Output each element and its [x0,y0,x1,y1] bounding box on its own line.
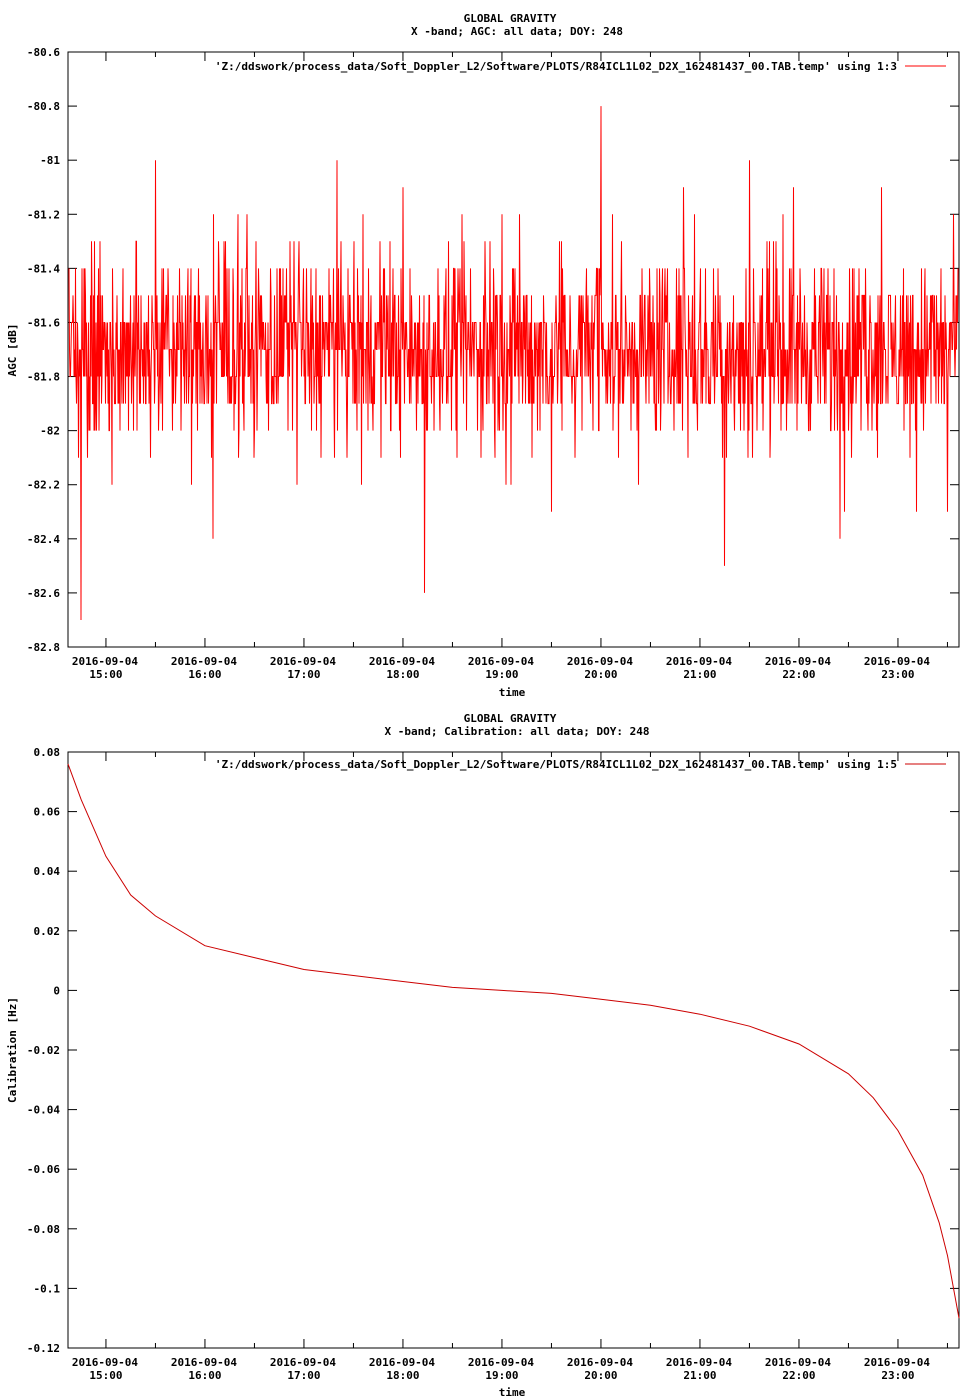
x-tick-date: 2016-09-04 [369,1356,436,1369]
x-tick-time: 22:00 [782,668,815,681]
y-tick-label: -82.2 [27,479,60,492]
x-tick-time: 23:00 [881,668,914,681]
x-tick-date: 2016-09-04 [270,655,337,668]
series-line [68,106,959,621]
x-tick-time: 19:00 [485,1369,518,1382]
plot-frame [67,51,960,648]
chart-title: GLOBAL GRAVITY [464,12,557,25]
x-tick-time: 20:00 [584,668,617,681]
y-tick-label: -0.06 [27,1163,60,1176]
x-tick-date: 2016-09-04 [567,1356,634,1369]
y-axis-ticks: 0.08 0.06 0.04 0.02 0 -0.02 -0.04 -0.06 -0.08 -0.… [27,746,959,1355]
x-tick-date: 2016-09-04 [72,1356,139,1369]
x-tick-time: 22:00 [782,1369,815,1382]
y-tick-label: -81.6 [27,316,60,329]
series-layer [67,763,960,1319]
x-tick-time: 18:00 [386,1369,419,1382]
x-axis-ticks: 2016-09-0415:002016-09-0416:002016-09-04… [72,752,948,1382]
series-line [67,763,960,1319]
legend-label: 'Z:/ddswork/process_data/Soft_Doppler_L2… [215,60,897,73]
x-tick-time: 17:00 [287,1369,320,1382]
y-tick-label: -81 [40,154,60,167]
x-tick-date: 2016-09-04 [171,655,238,668]
y-tick-label: 0.08 [34,746,61,759]
y-tick-label: -80.6 [27,46,60,59]
x-tick-time: 19:00 [485,668,518,681]
x-axis-label: time [499,686,526,699]
y-tick-label: -0.1 [34,1282,61,1295]
x-tick-date: 2016-09-04 [468,1356,535,1369]
chart-title: GLOBAL GRAVITY [464,712,557,725]
x-tick-time: 17:00 [287,668,320,681]
y-tick-label: -80.8 [27,100,60,113]
agc-chart: GLOBAL GRAVITY X -band; AGC: all data; D… [6,12,960,699]
chart-subtitle: X -band; AGC: all data; DOY: 248 [411,25,623,38]
y-tick-label: 0.04 [34,865,61,878]
x-tick-date: 2016-09-04 [369,655,436,668]
x-tick-date: 2016-09-04 [666,1356,733,1369]
x-tick-date: 2016-09-04 [765,655,832,668]
x-tick-time: 23:00 [881,1369,914,1382]
y-tick-label: -82.8 [27,641,60,654]
y-tick-label: -0.08 [27,1223,60,1236]
y-tick-label: 0.02 [34,925,61,938]
x-axis-ticks: 2016-09-0415:002016-09-0416:002016-09-04… [72,52,948,681]
chart-subtitle: X -band; Calibration: all data; DOY: 248 [385,725,650,738]
x-tick-time: 15:00 [89,1369,122,1382]
x-tick-date: 2016-09-04 [765,1356,832,1369]
y-tick-label: 0 [53,984,60,997]
y-axis-label: AGC [dB] [6,324,19,377]
y-tick-label: -82.4 [27,533,60,546]
x-tick-time: 21:00 [683,1369,716,1382]
x-tick-time: 15:00 [89,668,122,681]
y-tick-label: -82 [40,425,60,438]
x-tick-time: 18:00 [386,668,419,681]
x-tick-date: 2016-09-04 [864,1356,931,1369]
x-tick-time: 16:00 [188,668,221,681]
x-tick-date: 2016-09-04 [468,655,535,668]
x-tick-date: 2016-09-04 [171,1356,238,1369]
y-tick-label: -82.6 [27,587,60,600]
y-axis-label: Calibration [Hz] [6,997,19,1103]
legend-label: 'Z:/ddswork/process_data/Soft_Doppler_L2… [215,758,897,771]
calibration-chart: GLOBAL GRAVITY X -band; Calibration: all… [6,712,960,1399]
y-tick-label: 0.06 [34,806,61,819]
x-tick-time: 21:00 [683,668,716,681]
y-tick-label: -0.02 [27,1044,60,1057]
x-tick-date: 2016-09-04 [864,655,931,668]
x-tick-date: 2016-09-04 [567,655,634,668]
x-tick-time: 16:00 [188,1369,221,1382]
x-tick-date: 2016-09-04 [270,1356,337,1369]
y-tick-label: -0.12 [27,1342,60,1355]
x-tick-date: 2016-09-04 [72,655,139,668]
y-tick-label: -81.8 [27,371,60,384]
y-tick-label: -81.2 [27,208,60,221]
series-layer [68,106,959,621]
x-axis-label: time [499,1386,526,1399]
y-tick-label: -81.4 [27,262,60,275]
y-tick-label: -0.04 [27,1104,60,1117]
y-axis-ticks: -80.6 -80.8 -81 -81.2 -81.4 -81.6 -81.8 -82 -82.… [27,46,959,654]
x-tick-date: 2016-09-04 [666,655,733,668]
x-tick-time: 20:00 [584,1369,617,1382]
